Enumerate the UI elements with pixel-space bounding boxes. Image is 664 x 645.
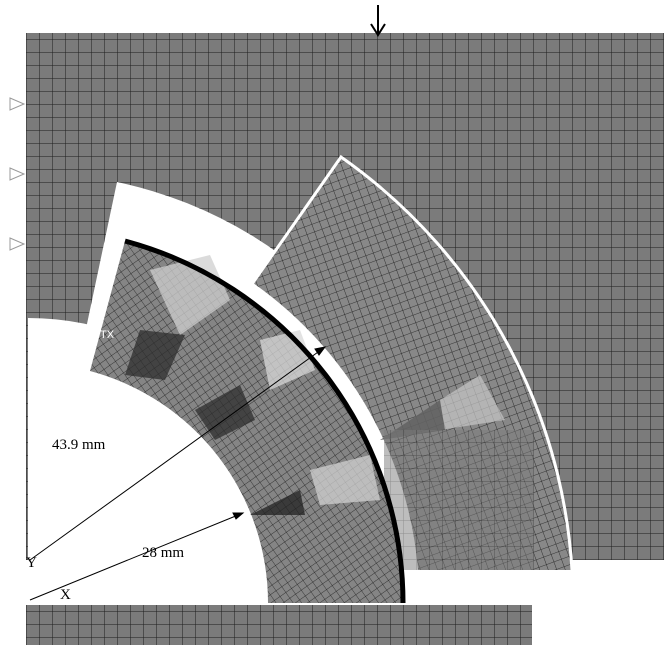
- supports: [10, 98, 24, 250]
- axis-label: Y: [26, 555, 37, 571]
- dim-label: 28 mm: [142, 545, 184, 561]
- node-label: WY: [67, 343, 85, 355]
- dim-label: 43.9 mm: [52, 437, 106, 453]
- page: 43.9 mm 28 mm X Y WY TX (() => { const d…: [0, 0, 664, 645]
- node-label: TX: [100, 329, 115, 341]
- mesh-view: 43.9 mm 28 mm X Y WY TX: [0, 0, 664, 645]
- axis-label: X: [60, 587, 71, 603]
